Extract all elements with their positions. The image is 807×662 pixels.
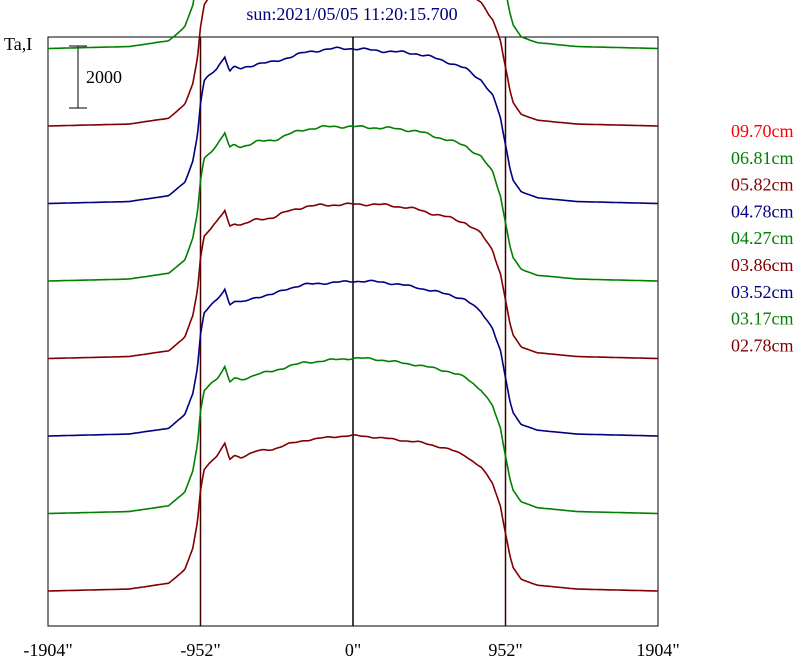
legend: 09.70cm 06.81cm 05.82cm 04.78cm 04.27cm 03.86… [731, 121, 794, 355]
legend-entry: 06.81cm [731, 148, 794, 168]
x-tick-label: 952" [488, 640, 522, 660]
x-tick-label: 1904" [636, 640, 679, 660]
legend-entry: 05.82cm [731, 175, 794, 195]
series-line [48, 356, 658, 515]
scale-bar: 2000 [69, 45, 122, 109]
series-line [48, 0, 658, 127]
legend-entry: 02.78cm [731, 335, 794, 355]
y-axis-label: Ta,I [4, 34, 32, 54]
x-tick-label: 0" [345, 640, 361, 660]
x-tick-labels: -1904" -952" 0" 952" 1904" [23, 640, 679, 660]
legend-entry: 04.27cm [731, 228, 794, 248]
legend-entry: 04.78cm [731, 201, 794, 221]
series-line [48, 279, 658, 437]
series-line [48, 434, 658, 592]
x-tick-label: -1904" [23, 640, 72, 660]
reference-lines [199, 37, 507, 626]
chart-title: sun:2021/05/05 11:20:15.700 [246, 4, 457, 24]
series-line [48, 124, 658, 282]
series-line [48, 202, 658, 360]
legend-entry: 03.17cm [731, 309, 794, 329]
legend-entry: 03.86cm [731, 255, 794, 275]
scale-bar-label: 2000 [86, 67, 122, 87]
series-line [48, 0, 658, 50]
series-line [48, 46, 658, 205]
series-layer [48, 0, 658, 592]
x-tick-label: -952" [180, 640, 220, 660]
legend-entry: 09.70cm [731, 121, 794, 141]
legend-entry: 03.52cm [731, 282, 794, 302]
